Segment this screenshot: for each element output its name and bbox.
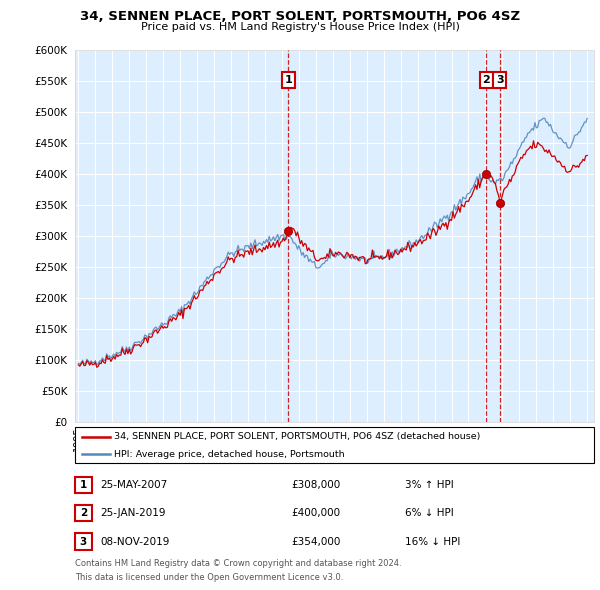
- Text: 08-NOV-2019: 08-NOV-2019: [100, 536, 170, 546]
- Text: 25-MAY-2007: 25-MAY-2007: [100, 480, 167, 490]
- Text: 3: 3: [80, 536, 87, 546]
- Text: 25-JAN-2019: 25-JAN-2019: [100, 508, 166, 518]
- Text: 2: 2: [80, 508, 87, 518]
- Text: 16% ↓ HPI: 16% ↓ HPI: [405, 536, 460, 546]
- Text: £354,000: £354,000: [291, 536, 340, 546]
- Text: Price paid vs. HM Land Registry's House Price Index (HPI): Price paid vs. HM Land Registry's House …: [140, 22, 460, 32]
- Text: This data is licensed under the Open Government Licence v3.0.: This data is licensed under the Open Gov…: [75, 573, 343, 582]
- Text: 3% ↑ HPI: 3% ↑ HPI: [405, 480, 454, 490]
- Text: £400,000: £400,000: [291, 508, 340, 518]
- Text: 2: 2: [482, 75, 490, 85]
- Text: Contains HM Land Registry data © Crown copyright and database right 2024.: Contains HM Land Registry data © Crown c…: [75, 559, 401, 568]
- Text: 3: 3: [496, 75, 503, 85]
- Text: 1: 1: [284, 75, 292, 85]
- Text: 1: 1: [80, 480, 87, 490]
- Text: 6% ↓ HPI: 6% ↓ HPI: [405, 508, 454, 518]
- Text: 34, SENNEN PLACE, PORT SOLENT, PORTSMOUTH, PO6 4SZ (detached house): 34, SENNEN PLACE, PORT SOLENT, PORTSMOUT…: [114, 432, 481, 441]
- Text: HPI: Average price, detached house, Portsmouth: HPI: Average price, detached house, Port…: [114, 450, 344, 458]
- Text: £308,000: £308,000: [291, 480, 340, 490]
- Text: 34, SENNEN PLACE, PORT SOLENT, PORTSMOUTH, PO6 4SZ: 34, SENNEN PLACE, PORT SOLENT, PORTSMOUT…: [80, 10, 520, 23]
